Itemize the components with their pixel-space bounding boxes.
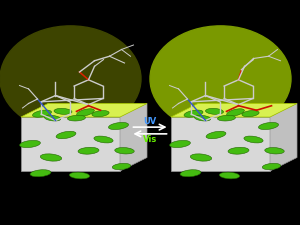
Polygon shape <box>171 117 270 171</box>
Ellipse shape <box>40 154 62 161</box>
Polygon shape <box>21 104 147 117</box>
Ellipse shape <box>109 122 128 130</box>
Ellipse shape <box>206 108 224 114</box>
Polygon shape <box>120 104 147 171</box>
Ellipse shape <box>194 115 211 121</box>
Ellipse shape <box>218 115 236 121</box>
Ellipse shape <box>32 110 52 117</box>
Ellipse shape <box>112 163 131 170</box>
Ellipse shape <box>69 172 90 179</box>
Polygon shape <box>171 104 297 117</box>
Ellipse shape <box>265 148 284 154</box>
Ellipse shape <box>68 115 85 121</box>
Ellipse shape <box>242 110 259 117</box>
Ellipse shape <box>30 170 51 177</box>
Polygon shape <box>270 104 297 171</box>
Ellipse shape <box>44 115 61 121</box>
Ellipse shape <box>77 109 94 116</box>
Ellipse shape <box>228 147 249 154</box>
Ellipse shape <box>244 136 263 143</box>
Circle shape <box>150 26 291 132</box>
Text: UV: UV <box>143 117 157 126</box>
Ellipse shape <box>56 131 76 139</box>
Circle shape <box>0 26 141 132</box>
Ellipse shape <box>94 136 113 143</box>
Ellipse shape <box>180 170 201 177</box>
Ellipse shape <box>227 109 244 116</box>
Ellipse shape <box>219 172 240 179</box>
Ellipse shape <box>54 108 72 114</box>
Ellipse shape <box>169 140 190 148</box>
Ellipse shape <box>78 147 99 154</box>
Ellipse shape <box>262 163 281 170</box>
Ellipse shape <box>206 131 226 139</box>
Ellipse shape <box>259 122 278 130</box>
Ellipse shape <box>115 148 134 154</box>
Text: Vis: Vis <box>143 135 157 144</box>
Ellipse shape <box>190 154 212 161</box>
Ellipse shape <box>92 110 109 117</box>
Ellipse shape <box>184 110 203 117</box>
Ellipse shape <box>20 140 40 148</box>
Polygon shape <box>21 117 120 171</box>
